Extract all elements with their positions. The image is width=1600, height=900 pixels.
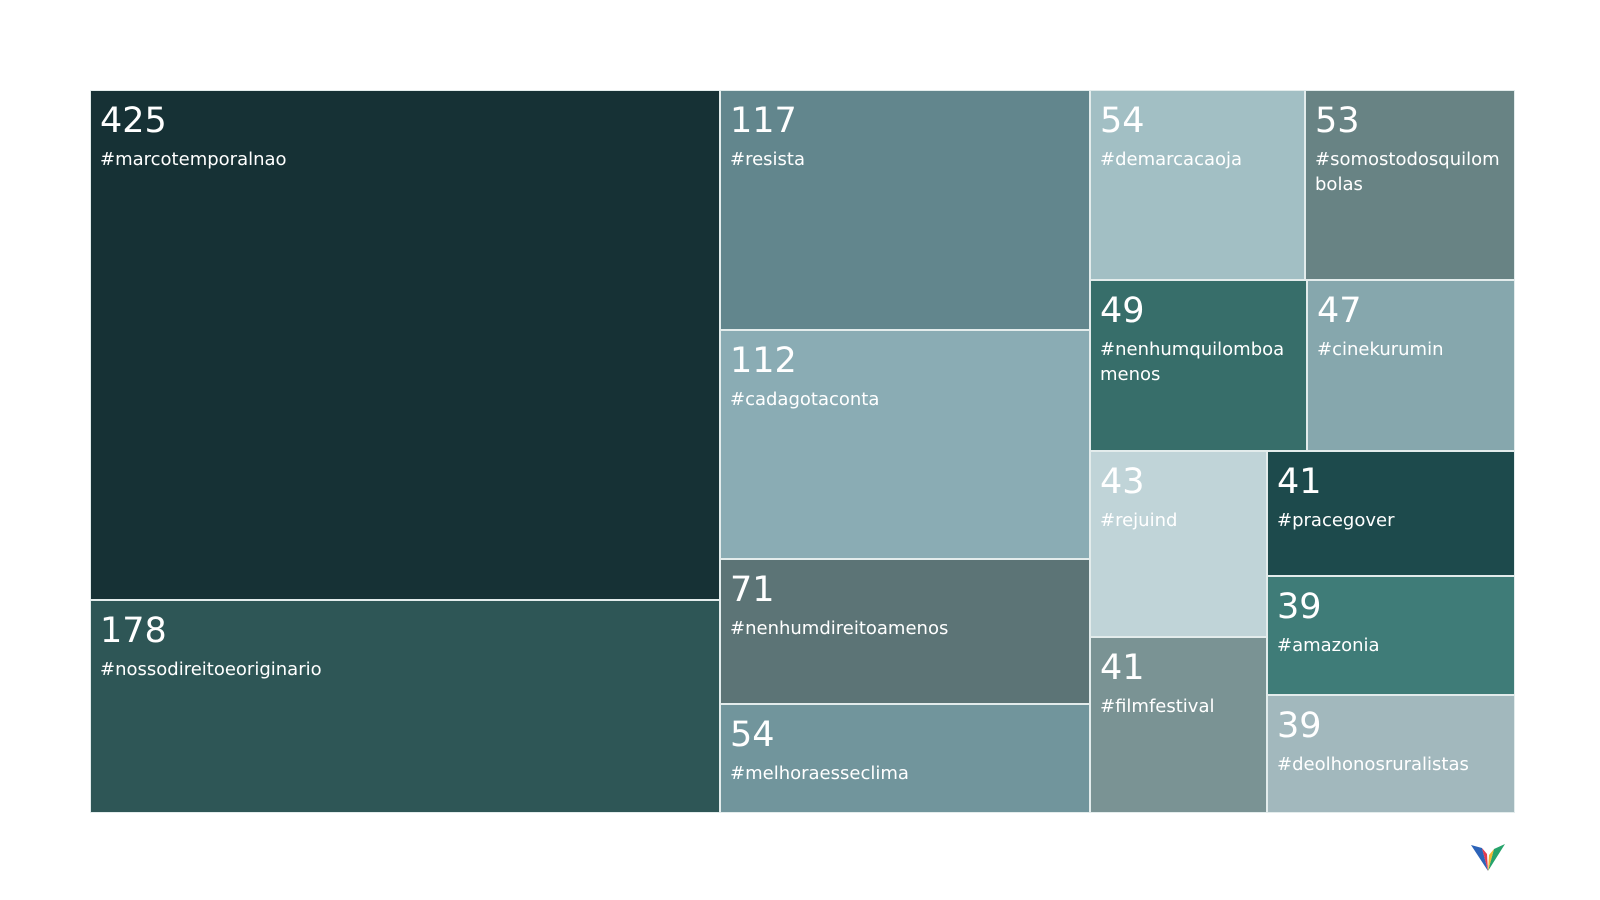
tile-label: #nenhumdireitoamenos [730,618,949,639]
tile-value: 117 [730,101,797,141]
tile-value: 54 [1100,101,1145,141]
tile-value: 47 [1317,291,1362,331]
treemap-tile: 178 #nossodireitoeoriginario [90,600,720,813]
treemap-tile: 43 #rejuind [1090,451,1267,637]
tile-label: #rejuind [1100,510,1178,531]
tile-value: 49 [1100,291,1145,331]
tile-value: 39 [1277,587,1322,627]
tile-label: #pracegover [1277,510,1395,531]
tile-value: 53 [1315,101,1360,141]
treemap-tile: 49 #nenhumquilomboamenos [1090,280,1307,451]
treemap-tile: 71 #nenhumdireitoamenos [720,559,1090,704]
tile-value: 112 [730,341,797,381]
tile-value: 178 [100,611,167,651]
tile-label: #amazonia [1277,635,1380,656]
treemap-tile: 39 #deolhonosruralistas [1267,695,1515,813]
tile-value: 43 [1100,462,1145,502]
tile-label: #resista [730,149,806,170]
tile-value: 54 [730,715,775,755]
treemap-tile: 47 #cinekurumin [1307,280,1515,451]
treemap-tile: 117 #resista [720,90,1090,330]
treemap-tile: 41 #filmfestival [1090,637,1267,813]
treemap-tile: 425 #marcotemporalnao [90,90,720,600]
tile-value: 41 [1100,648,1145,688]
tile-label: #melhoraesseclima [730,763,909,784]
treemap-tile: 112 #cadagotaconta [720,330,1090,559]
tile-label: #filmfestival [1100,696,1215,717]
tile-label: #cadagotaconta [730,389,880,410]
tile-label: #deolhonosruralistas [1277,754,1469,775]
tile-label: #nossodireitoeoriginario [100,659,322,680]
tile-label: #cinekurumin [1317,339,1444,360]
treemap-chart: 425 #marcotemporalnao 178 #nossodireitoeori… [90,90,1515,813]
treemap-tile: 39 #amazonia [1267,576,1515,695]
tile-value: 39 [1277,706,1322,746]
treemap-tile: 54 #melhoraesseclima [720,704,1090,813]
tile-value: 425 [100,101,167,141]
tile-value: 71 [730,570,775,610]
treemap-tile: 53 #somostodosquilombolas [1305,90,1515,280]
tile-value: 41 [1277,462,1322,502]
tile-label: #demarcacaoja [1100,149,1243,170]
v-logo-icon [1471,844,1505,871]
tile-label: #marcotemporalnao [100,149,287,170]
treemap-tile: 41 #pracegover [1267,451,1515,576]
tile-label: #somostodosquilombolas [1315,149,1500,195]
treemap-tile: 54 #demarcacaoja [1090,90,1305,280]
tile-label: #nenhumquilomboamenos [1100,339,1285,385]
